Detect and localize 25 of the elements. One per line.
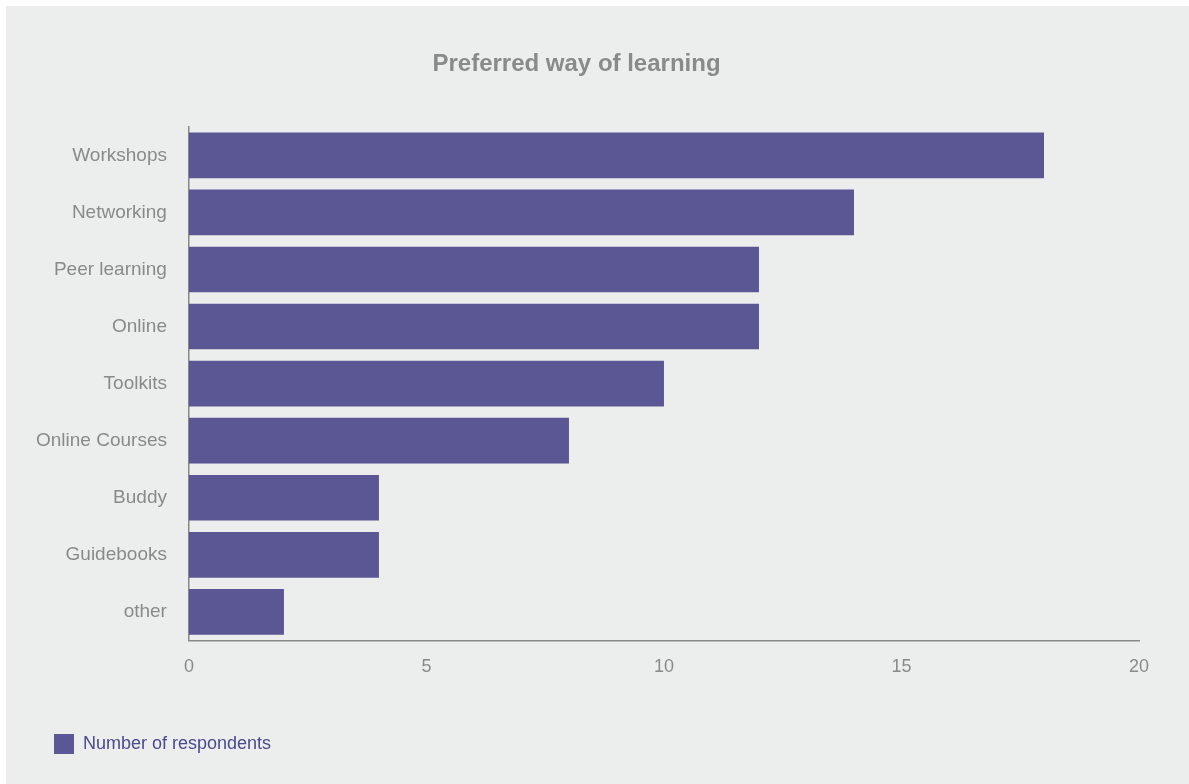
y-tick-label: other — [123, 600, 168, 622]
bar — [188, 474, 379, 521]
x-tick-label: 20 — [1128, 656, 1150, 677]
bar — [188, 360, 664, 407]
y-tick-label: Guidebooks — [65, 543, 167, 565]
y-tick-label: Buddy — [113, 485, 168, 507]
bar — [188, 531, 379, 578]
x-tick-label: 10 — [653, 656, 674, 677]
y-tick-label: Workshops — [72, 143, 167, 165]
y-tick-label: Networking — [71, 200, 167, 222]
y-tick-label: Online — [112, 314, 167, 336]
x-tick-label: 15 — [891, 656, 912, 677]
x-tick-label: 5 — [421, 656, 432, 677]
x-tick-label: 0 — [183, 656, 194, 677]
legend-label: Number of respondents — [83, 732, 272, 753]
bar — [188, 246, 759, 293]
y-tick-label: Peer learning — [53, 257, 167, 279]
bar — [188, 189, 854, 236]
y-tick-label: Online Courses — [36, 428, 167, 450]
bar — [188, 132, 1044, 179]
bar — [188, 417, 569, 464]
y-tick-label: Toolkits — [103, 371, 167, 393]
bar — [188, 303, 759, 350]
bar — [188, 589, 284, 635]
chart-title: Preferred way of learning — [432, 49, 721, 77]
